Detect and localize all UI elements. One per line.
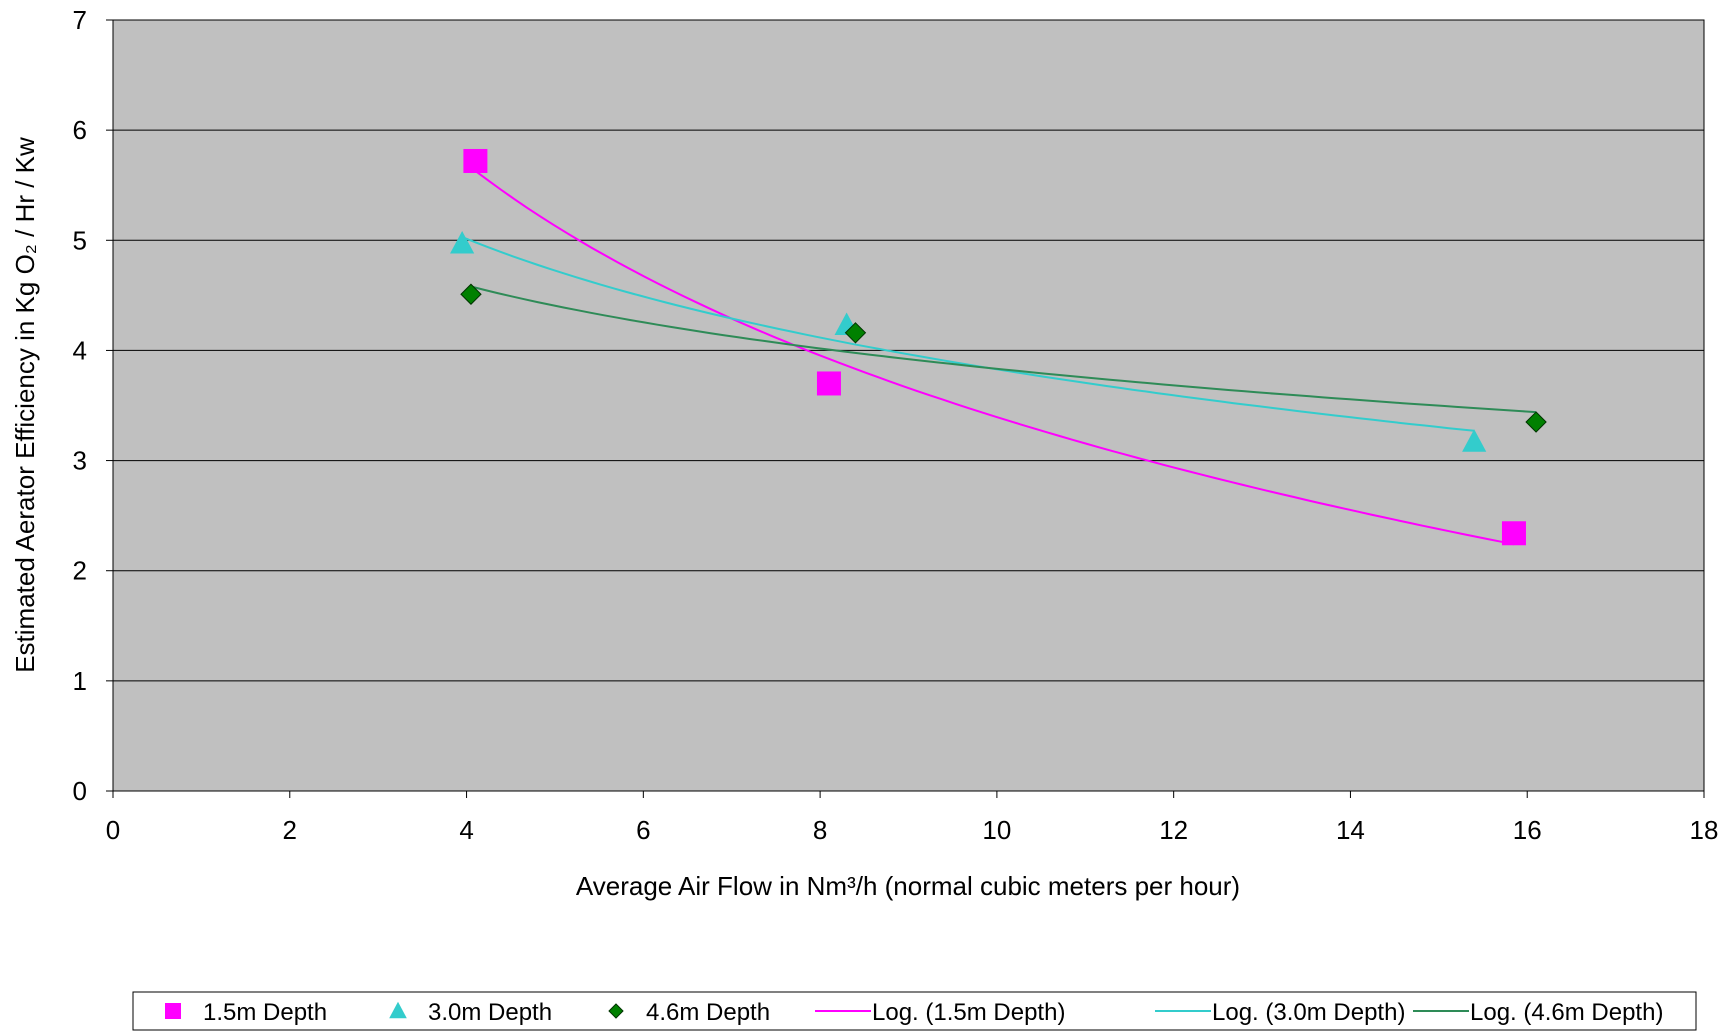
- x-tick-label: 0: [106, 815, 120, 845]
- x-tick-label: 18: [1690, 815, 1719, 845]
- data-points: [450, 148, 1547, 546]
- legend-label: Log. (4.6m Depth): [1470, 999, 1663, 1026]
- x-tick-label: 2: [283, 815, 297, 845]
- legend-marker: [608, 1003, 624, 1019]
- legend: 1.5m Depth 3.0m Depth 4.6m Depth Log. (1.5m…: [132, 991, 1697, 1031]
- x-tick-label: 14: [1336, 815, 1365, 845]
- trendline: [470, 285, 1537, 414]
- x-tick-label: 8: [813, 815, 827, 845]
- y-tick-label: 2: [73, 556, 87, 586]
- data-point: [816, 371, 841, 396]
- y-tick-label: 0: [73, 776, 87, 806]
- trendline: [461, 236, 1475, 432]
- legend-marker: [165, 1003, 181, 1019]
- x-tick-label: 6: [636, 815, 650, 845]
- plot-area: [112, 19, 1705, 792]
- legend-marker: [389, 1001, 407, 1019]
- data-point: [463, 148, 488, 173]
- trendlines: [461, 170, 1537, 546]
- legend-label: 4.6m Depth: [646, 999, 770, 1026]
- y-tick-label: 3: [73, 446, 87, 476]
- trendline: [474, 170, 1515, 546]
- y-tick-label: 5: [73, 225, 87, 255]
- legend-label: 3.0m Depth: [428, 999, 552, 1026]
- legend-label: 1.5m Depth: [203, 999, 327, 1026]
- legend-label: Log. (1.5m Depth): [872, 999, 1065, 1026]
- data-point: [1525, 411, 1547, 433]
- y-tick-label: 4: [73, 335, 87, 365]
- x-axis-label: Average Air Flow in Nm³/h (normal cubic …: [576, 871, 1240, 901]
- y-tick-label: 6: [73, 115, 87, 145]
- y-tick-label: 7: [73, 5, 87, 35]
- data-point: [844, 322, 867, 344]
- y-tick-label: 1: [73, 666, 87, 696]
- data-point: [1501, 521, 1526, 546]
- data-point: [460, 283, 482, 305]
- data-point: [450, 230, 475, 254]
- x-tick-label: 12: [1159, 815, 1188, 845]
- gridlines: [113, 129, 1704, 682]
- x-tick-label: 16: [1513, 815, 1542, 845]
- x-tick-label: 4: [459, 815, 473, 845]
- legend-label: Log. (3.0m Depth): [1212, 999, 1405, 1026]
- data-point: [1462, 429, 1487, 452]
- x-tick-label: 10: [982, 815, 1011, 845]
- y-axis-label: Estimated Aerator Efficiency in Kg O₂ / …: [10, 137, 40, 673]
